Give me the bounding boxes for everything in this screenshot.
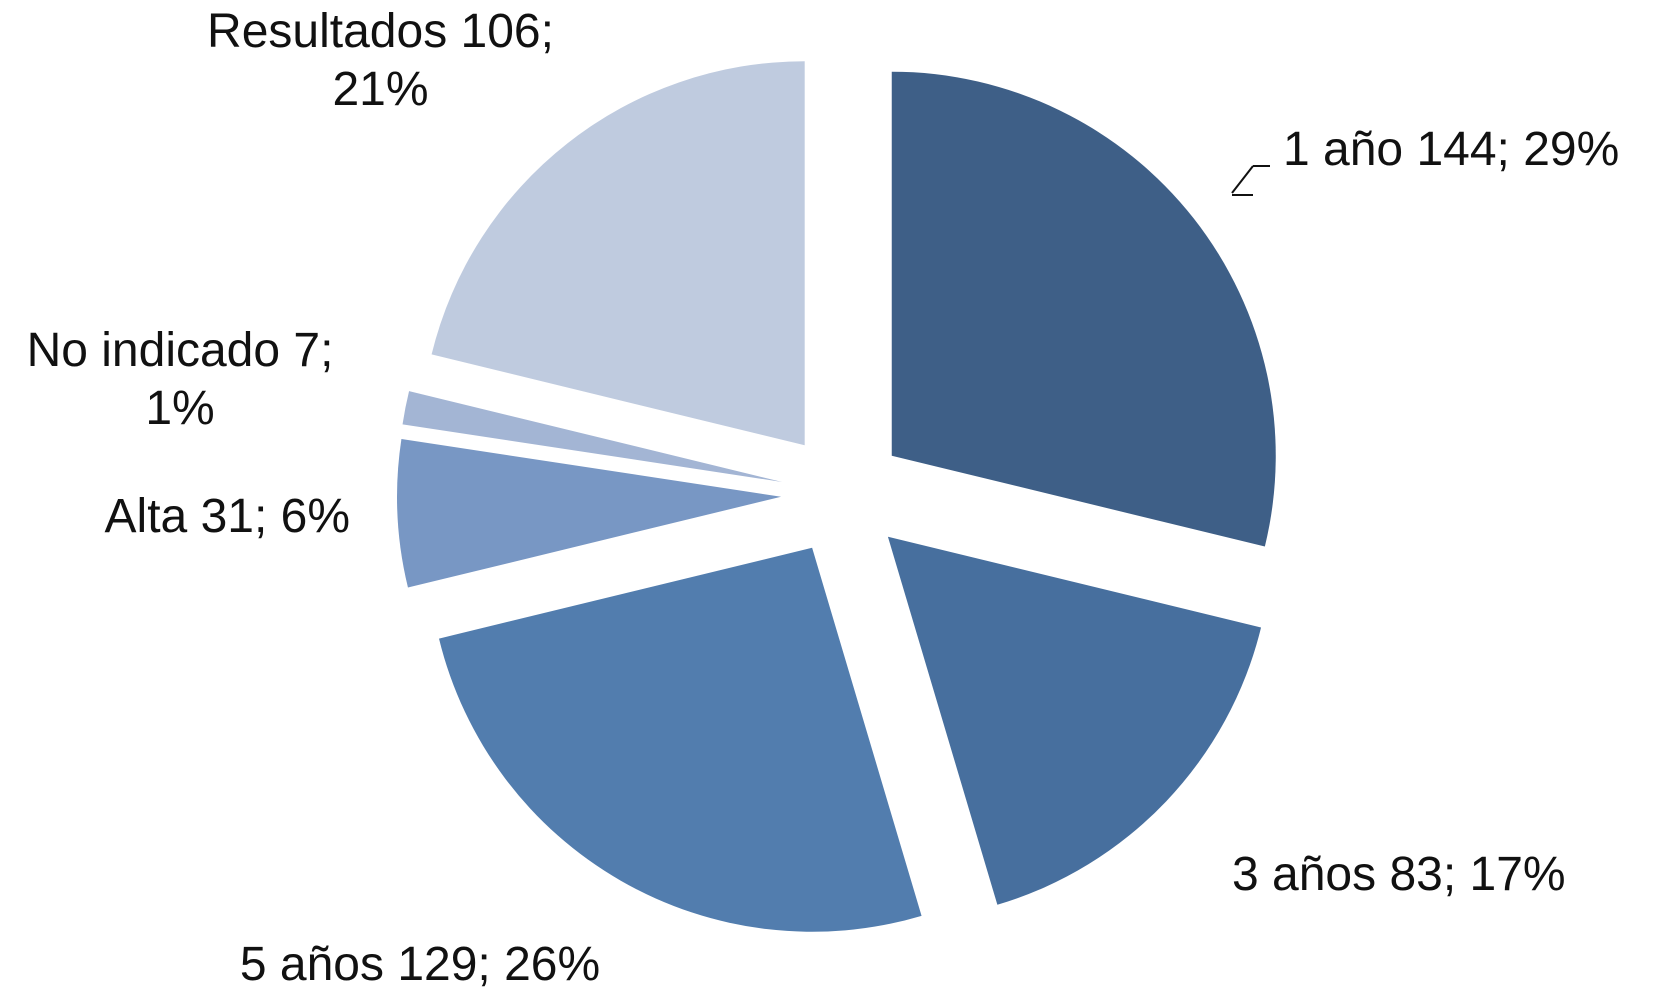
data-label: 1 año 144; 29% bbox=[1283, 123, 1620, 176]
data-label: Alta 31; 6% bbox=[104, 490, 350, 543]
pie-slice bbox=[887, 536, 1262, 905]
data-label: No indicado 7; 1% bbox=[26, 324, 334, 435]
leader-line bbox=[1231, 165, 1270, 196]
data-label: Resultados 106; 21% bbox=[207, 5, 554, 116]
data-label: 5 años 129; 26% bbox=[239, 938, 601, 991]
pie-slice bbox=[431, 61, 805, 446]
pie-slice bbox=[439, 547, 922, 932]
pie-slice bbox=[402, 391, 783, 482]
pie-slice bbox=[891, 71, 1276, 547]
data-label: 3 años 83; 17% bbox=[1232, 848, 1566, 901]
pie-slice bbox=[397, 439, 782, 588]
